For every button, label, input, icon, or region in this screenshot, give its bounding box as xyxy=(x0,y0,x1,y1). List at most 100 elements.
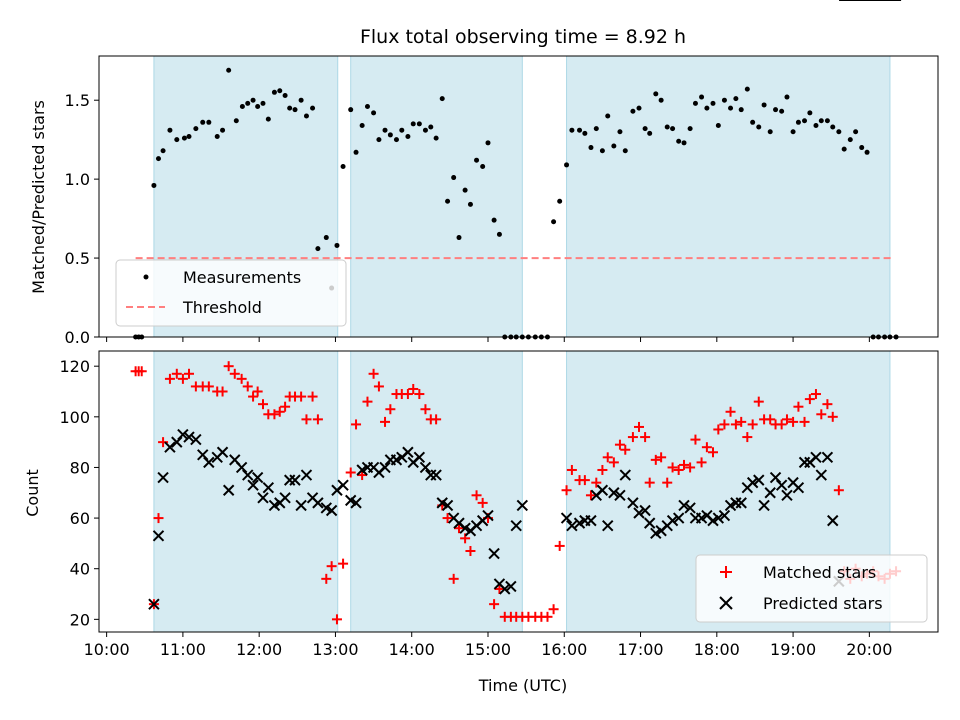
matched-star-point xyxy=(701,442,712,453)
predicted-star-point xyxy=(279,492,291,504)
measurement-point xyxy=(813,122,819,128)
measurement-point xyxy=(687,126,693,132)
matched-star-point xyxy=(548,604,559,615)
legend-plus-marker xyxy=(720,566,732,578)
matched-star-point xyxy=(420,404,431,415)
predicted-star-point xyxy=(222,484,235,496)
predicted-star-point xyxy=(379,461,391,474)
matched-star-point xyxy=(776,419,787,430)
x-tick-label: 18:00 xyxy=(694,640,740,659)
matched-star-point xyxy=(312,414,323,425)
measurement-point xyxy=(334,242,340,248)
observing-window-band xyxy=(566,55,891,338)
predicted-star-point xyxy=(171,436,183,448)
measurement-point xyxy=(200,119,206,125)
matched-star-point xyxy=(248,391,259,402)
predicted-star-point xyxy=(505,580,517,593)
predicted-star-point xyxy=(827,514,839,527)
measurement-point xyxy=(653,91,659,97)
predicted-star-point xyxy=(482,509,494,522)
count-panel-x-axis: 10:00 11:00 12:00 13:00 14:00 15:00 16:00 17:00… xyxy=(84,632,892,659)
predicted-star-point xyxy=(413,451,426,464)
matched-star-points xyxy=(130,361,902,625)
matched-star-point xyxy=(827,411,838,422)
y-tick-label: 60 xyxy=(70,509,90,528)
count-panel-y-axis: 20 40 60 80 100 120 xyxy=(59,357,99,629)
measurement-point xyxy=(750,119,756,125)
predicted-star-point xyxy=(608,487,620,499)
predicted-star-point xyxy=(639,504,651,517)
matched-star-point xyxy=(307,391,318,402)
measurement-point xyxy=(186,134,192,140)
measurement-point xyxy=(676,138,682,144)
predicted-star-point xyxy=(627,497,639,509)
measurement-point xyxy=(255,104,261,110)
legend-box xyxy=(695,554,928,623)
measurement-point xyxy=(467,201,473,207)
matched-star-point xyxy=(719,419,730,430)
ratio-panel-legend: Measurements Threshold xyxy=(115,259,347,327)
measurement-point xyxy=(387,132,393,138)
measurement-point xyxy=(847,137,853,143)
matched-star-point xyxy=(252,386,263,397)
matched-star-point xyxy=(385,404,396,415)
measurement-point xyxy=(220,127,226,133)
matched-star-point xyxy=(217,386,228,397)
matched-star-point xyxy=(223,361,234,372)
measurement-point xyxy=(599,148,605,154)
measurement-point xyxy=(790,129,796,135)
predicted-star-point xyxy=(402,446,414,458)
measurement-point xyxy=(670,126,676,132)
predicted-star-point xyxy=(712,512,725,524)
measurement-point xyxy=(226,67,232,73)
matched-star-point xyxy=(561,485,572,496)
y-tick-label: 80 xyxy=(70,458,90,477)
x-tick-label: 10:00 xyxy=(84,640,130,659)
y-tick-label: 1.5 xyxy=(65,91,90,110)
predicted-star-point xyxy=(643,517,656,529)
matched-star-point xyxy=(591,477,602,488)
y-tick-label: 40 xyxy=(70,560,90,579)
x-tick-label: 20:00 xyxy=(846,640,892,659)
matched-star-point xyxy=(338,558,349,569)
matched-star-point xyxy=(442,513,453,524)
matched-star-point xyxy=(296,391,307,402)
measurement-point xyxy=(206,119,212,125)
measurement-point xyxy=(399,127,405,133)
predicted-star-point xyxy=(678,499,690,512)
matched-star-point xyxy=(602,452,613,463)
predicted-star-point xyxy=(633,507,645,519)
matched-star-point xyxy=(634,421,645,432)
measurement-point xyxy=(456,235,462,241)
measurement-point xyxy=(315,246,321,252)
matched-star-point xyxy=(242,381,253,392)
x-tick-label: 17:00 xyxy=(617,640,663,659)
matched-star-point xyxy=(608,457,619,468)
matched-star-point xyxy=(736,416,747,427)
predicted-star-point xyxy=(596,484,609,496)
predicted-star-points xyxy=(148,0,902,610)
measurement-point xyxy=(630,108,636,114)
matched-star-point xyxy=(331,614,342,625)
chart-title: Flux total observing time = 8.92 h xyxy=(360,26,686,48)
measurement-point xyxy=(428,124,434,130)
measurement-point xyxy=(830,124,836,130)
matched-star-point xyxy=(280,401,291,412)
legend-x-marker xyxy=(719,596,733,610)
predicted-star-point xyxy=(325,504,338,517)
predicted-star-point xyxy=(430,469,442,481)
matched-star-point xyxy=(627,432,638,443)
predicted-star-point xyxy=(190,433,202,446)
matched-star-point xyxy=(448,573,459,584)
x-tick-label: 11:00 xyxy=(160,640,206,659)
matched-star-point xyxy=(833,485,844,496)
measurement-point xyxy=(371,110,377,116)
matched-star-point xyxy=(696,457,707,468)
measurement-point xyxy=(582,130,588,136)
predicted-star-point xyxy=(499,583,511,595)
measurement-point xyxy=(756,124,762,130)
count-panel-legend: Matched stars Predicted stars xyxy=(695,554,928,623)
measurement-point xyxy=(617,129,623,135)
predicted-star-point xyxy=(289,474,301,486)
predicted-star-point xyxy=(560,512,573,524)
